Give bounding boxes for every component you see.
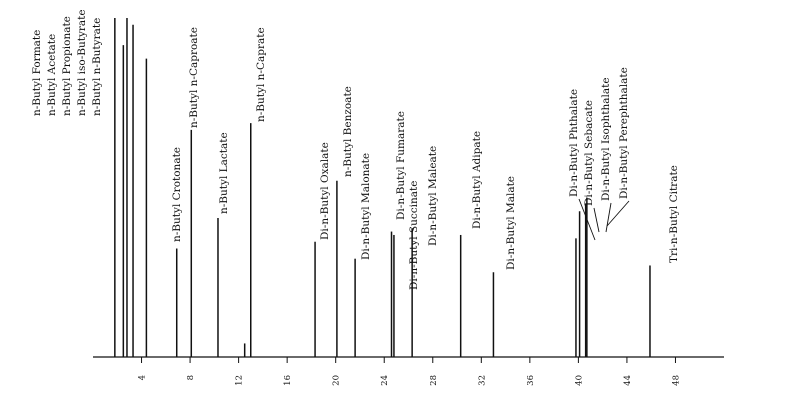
x-tick-label: 28: [429, 375, 439, 386]
peak-label: Di-n-Butyl Oxalate: [319, 142, 331, 240]
peak-label: n-Butyl n-Caprate: [255, 27, 267, 122]
peak-label: Di-n-Butyl Maleate: [427, 146, 439, 246]
x-tick-label: 48: [671, 375, 681, 386]
x-tick-label: 20: [332, 375, 342, 386]
x-tick-label: 40: [574, 375, 584, 386]
peak-label: Di-n-Butyl Isophthalate: [600, 77, 612, 201]
x-tick-label: 32: [477, 375, 487, 386]
label-leader-line: [605, 202, 612, 233]
peak-labels: n-Butyl Formate n-Butyl Acetate n-Butyl Pr…: [31, 9, 680, 290]
x-tick-label: 36: [526, 375, 536, 386]
peak-label: Di-n-Butyl Adipate: [471, 131, 483, 229]
peak-label: n-Butyl iso-Butyrate: [76, 9, 88, 116]
x-tick-label: 12: [235, 375, 245, 386]
peak-label: Di-n-Butyl Malate: [505, 176, 517, 270]
x-tick-label: 44: [623, 375, 633, 386]
label-leader-line: [606, 200, 630, 227]
peak-label: n-Butyl Benzoate: [342, 86, 354, 177]
x-tick-label: 16: [283, 375, 293, 386]
peak-label: n-Butyl Lactate: [218, 132, 230, 214]
label-leader-line: [593, 207, 600, 233]
x-axis: 4 8 12 16 20 24 28 32 36 40 44 48: [138, 357, 681, 386]
peak-label: Tri-n-Butyl Citrate: [668, 165, 680, 263]
peak-label: n-Butyl Acetate: [46, 34, 58, 116]
x-tick-label: 8: [186, 375, 196, 380]
peak-label: Di-n-Butyl Succinate: [408, 181, 420, 291]
x-tick-label: 4: [138, 375, 148, 380]
x-tick-label: 24: [380, 375, 390, 386]
peak-label: Di-n-Butyl Sebacate: [583, 100, 595, 206]
peak-label: n-Butyl n-Butyrate: [91, 18, 103, 116]
peak-label: n-Butyl Propionate: [61, 16, 73, 116]
peak-label: n-Butyl n-Caproate: [188, 27, 200, 128]
peak-label: Di-n-Butyl Malonate: [360, 153, 372, 260]
peak-label: Di-n-Butyl Fumarate: [395, 111, 407, 220]
peak-label: Di-n-Butyl Perephthalate: [618, 67, 630, 199]
peak-label: n-Butyl Formate: [31, 30, 43, 116]
peak-label: Di-n-Butyl Phthalate: [568, 89, 580, 197]
peaks: [114, 18, 651, 357]
label-leaders: [578, 198, 630, 241]
peak-label: n-Butyl Crotonate: [171, 147, 183, 242]
label-leader-line: [578, 198, 596, 241]
